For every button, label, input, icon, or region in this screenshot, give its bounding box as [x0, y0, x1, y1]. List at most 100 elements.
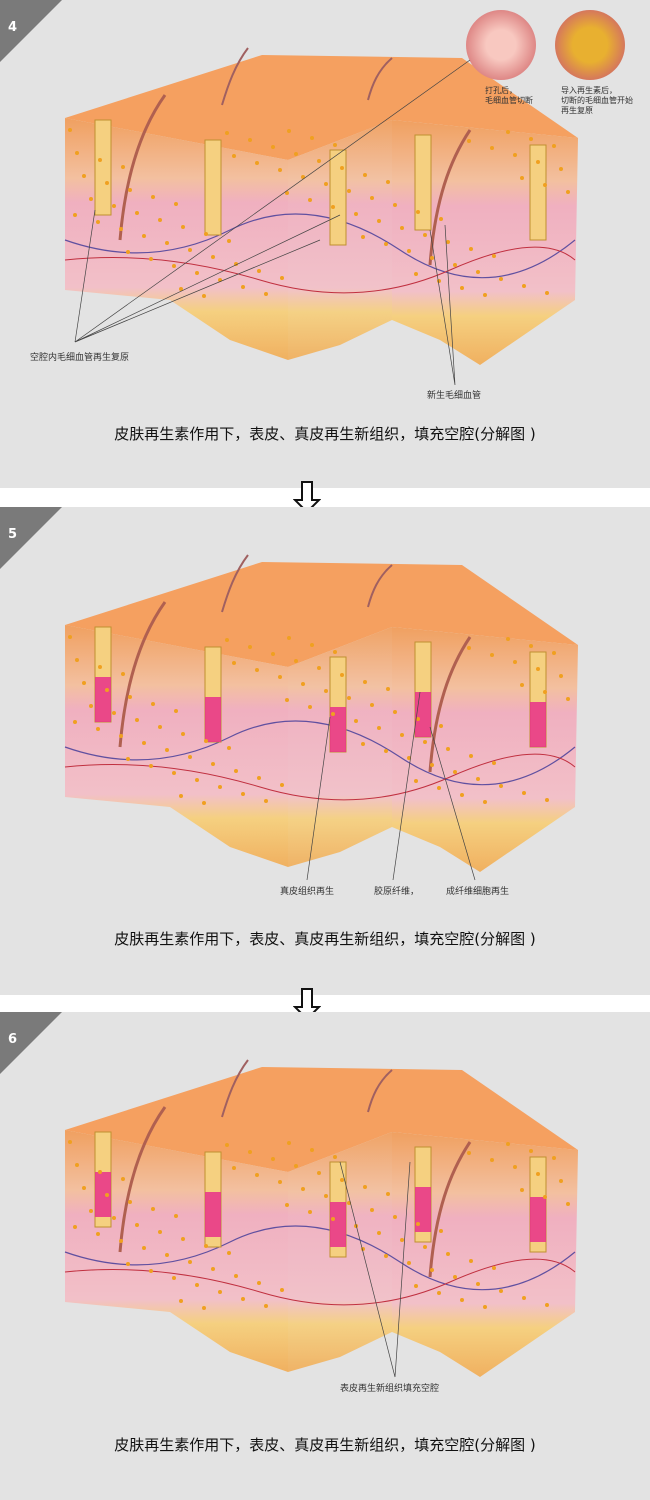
cell-dot — [112, 1216, 116, 1220]
cell-dot — [520, 683, 524, 687]
cell-dot — [407, 756, 411, 760]
cell-dot — [202, 294, 206, 298]
cell-dot — [566, 190, 570, 194]
cell-dot — [126, 1262, 130, 1266]
cell-dot — [301, 682, 305, 686]
cell-dot — [135, 211, 139, 215]
cell-dot — [310, 136, 314, 140]
cell-dot — [469, 754, 473, 758]
cell-dot — [370, 703, 374, 707]
regenerated-tissue — [415, 1187, 431, 1232]
cell-dot — [82, 174, 86, 178]
cell-dot — [333, 1155, 337, 1159]
cell-dot — [287, 636, 291, 640]
cell-dot — [89, 197, 93, 201]
cell-dot — [490, 146, 494, 150]
cell-dot — [513, 660, 517, 664]
cell-dot — [98, 665, 102, 669]
cell-dot — [151, 702, 155, 706]
cell-dot — [278, 1180, 282, 1184]
hair — [221, 554, 249, 613]
cell-dot — [490, 1158, 494, 1162]
cell-dot — [241, 792, 245, 796]
hair — [221, 47, 249, 106]
cell-dot — [340, 166, 344, 170]
cell-dot — [294, 659, 298, 663]
step-number: 4 — [8, 20, 18, 35]
skin-illustration — [64, 47, 578, 365]
cell-dot — [400, 1238, 404, 1242]
label-fibroblast: 成纤维细胞再生 — [446, 887, 510, 897]
cell-dot — [151, 195, 155, 199]
leader-lines — [339, 1161, 411, 1378]
cell-dot — [211, 1267, 215, 1271]
cell-dot — [361, 235, 365, 239]
cell-dot — [174, 1214, 178, 1218]
step-panel-5: 5 真皮组织再生 胶原纤维， 成纤维细胞再生 皮肤再生素作用下，表皮、真皮再生新… — [0, 507, 650, 995]
cell-dot — [529, 137, 533, 141]
cell-dot — [225, 1143, 229, 1147]
cell-dot — [340, 673, 344, 677]
cell-dot — [142, 741, 146, 745]
pore-column — [414, 134, 432, 231]
cell-dot — [354, 719, 358, 723]
regenerated-tissue — [205, 697, 221, 742]
cell-dot — [287, 129, 291, 133]
cell-dot — [227, 1251, 231, 1255]
cell-dot — [552, 651, 556, 655]
cell-dot — [483, 1305, 487, 1309]
cell-dot — [172, 771, 176, 775]
cell-dot — [75, 1163, 79, 1167]
arrow-down-outline-icon — [293, 481, 321, 514]
hair — [367, 57, 393, 101]
step-caption: 皮肤再生素作用下，表皮、真皮再生新组织，填充空腔(分解图 ) — [114, 425, 536, 443]
cell-dot — [158, 1230, 162, 1234]
cell-dot — [552, 1156, 556, 1160]
cell-dot — [294, 152, 298, 156]
cell-dot — [308, 198, 312, 202]
label-capillary-regen: 空腔内毛细血管再生复原 — [30, 353, 130, 363]
step-corner — [0, 1012, 62, 1074]
cell-dot — [416, 717, 420, 721]
cell-dot — [363, 173, 367, 177]
cell-dot — [522, 284, 526, 288]
hair — [118, 1106, 167, 1253]
cell-dot — [506, 1142, 510, 1146]
blood-vessels — [64, 753, 576, 801]
cell-dot — [181, 1237, 185, 1241]
cell-dot — [333, 650, 337, 654]
cell-dot — [483, 800, 487, 804]
cell-dot — [255, 668, 259, 672]
cell-dot — [278, 675, 282, 679]
cell-dot — [414, 272, 418, 276]
cell-dot — [536, 667, 540, 671]
hair — [428, 1141, 472, 1278]
cell-dot — [386, 687, 390, 691]
cell-dot — [324, 182, 328, 186]
pore-column — [329, 149, 347, 246]
cell-dot — [248, 645, 252, 649]
cell-dot — [545, 291, 549, 295]
cell-dot — [386, 180, 390, 184]
cell-dot — [105, 688, 109, 692]
cell-dot — [543, 1195, 547, 1199]
cell-dot — [174, 709, 178, 713]
cell-dot — [151, 1207, 155, 1211]
hair — [221, 1059, 249, 1118]
regenerated-tissue — [415, 692, 431, 737]
cell-dot — [211, 762, 215, 766]
cell-dot — [142, 1246, 146, 1250]
cell-dot — [149, 257, 153, 261]
cell-dot — [414, 1284, 418, 1288]
cell-dot — [96, 1232, 100, 1236]
inset-caption: 导入再生素后， — [561, 86, 617, 95]
cell-dot — [347, 189, 351, 193]
regenerated-tissue — [530, 702, 546, 747]
cell-dot — [377, 726, 381, 730]
cell-dot — [188, 1260, 192, 1264]
cell-dot — [324, 689, 328, 693]
cell-dot — [225, 638, 229, 642]
cell-dot — [414, 779, 418, 783]
cell-dot — [492, 254, 496, 258]
cell-dot — [407, 249, 411, 253]
